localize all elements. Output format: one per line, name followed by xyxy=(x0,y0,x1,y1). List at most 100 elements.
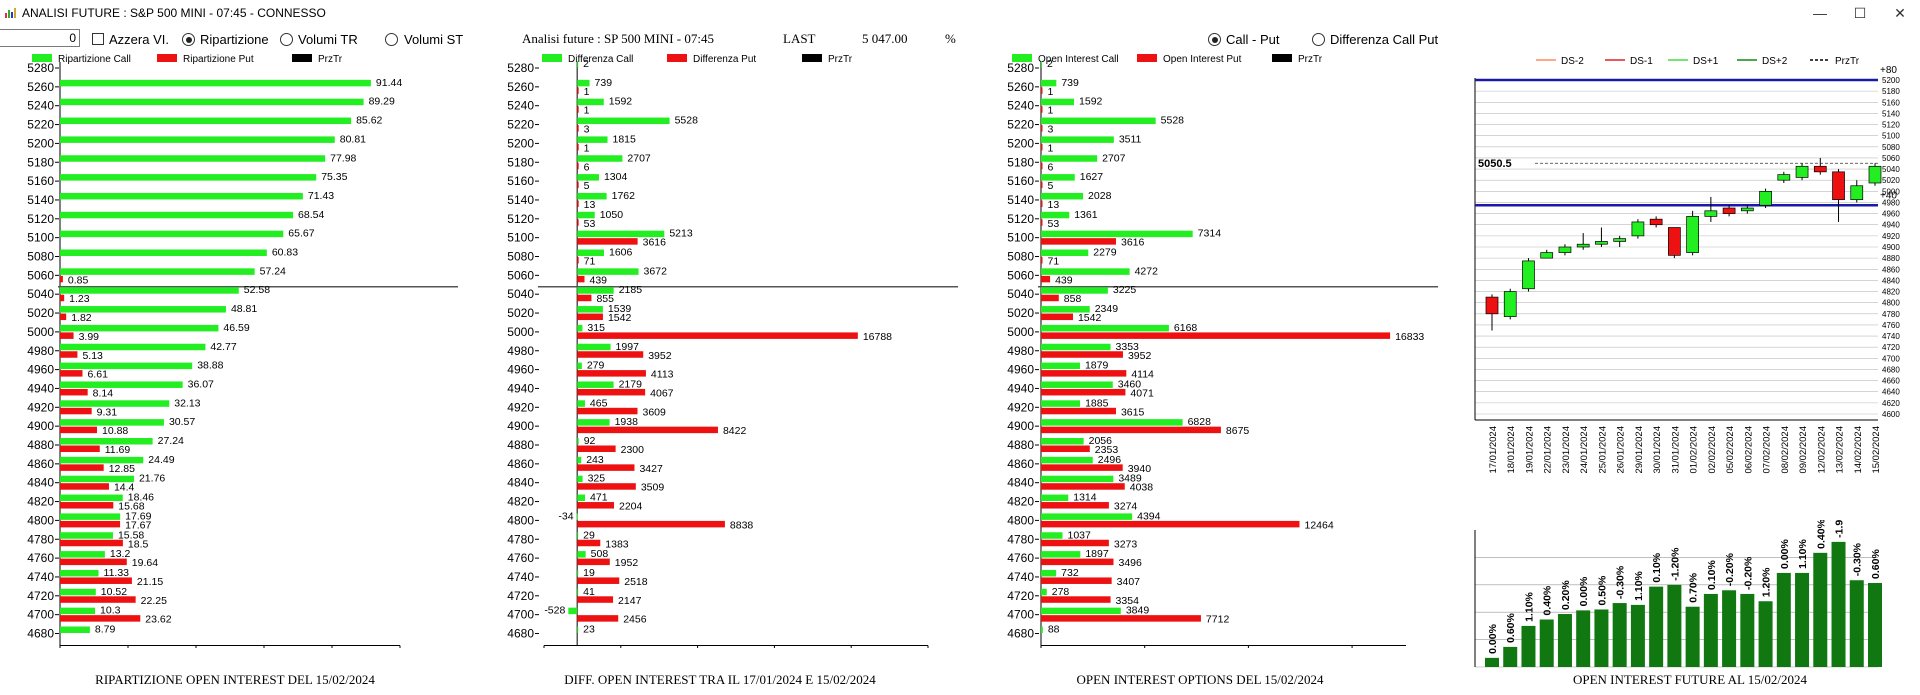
radio-volumi-st[interactable] xyxy=(385,33,398,46)
put-value-label: 3616 xyxy=(643,237,667,249)
put-value-label: 8675 xyxy=(1226,425,1250,437)
call-bar xyxy=(577,155,623,162)
reset-checkbox[interactable] xyxy=(92,33,104,45)
call-bar xyxy=(1041,513,1133,520)
legend-label: PrzTr xyxy=(1835,56,1860,67)
strike-label: 5140 xyxy=(1007,193,1034,207)
call-bar xyxy=(577,381,614,388)
counter-input[interactable] xyxy=(0,29,80,47)
radio-differenza[interactable] xyxy=(1312,33,1325,46)
strike-label: 5040 xyxy=(1007,287,1034,301)
put-value-label: 2147 xyxy=(618,595,642,607)
call-bar xyxy=(60,532,113,539)
put-bar xyxy=(1041,370,1127,377)
call-value-label: 1879 xyxy=(1085,360,1109,372)
put-value-label: 3273 xyxy=(1114,538,1138,550)
call-value-label: 80.81 xyxy=(340,133,366,145)
radio-call-put[interactable] xyxy=(1208,33,1221,46)
y-tick-label: 5080 xyxy=(1882,143,1900,152)
put-value-label: 4067 xyxy=(650,387,674,399)
legend-label: PrzTr xyxy=(828,54,853,65)
minimize-button[interactable]: — xyxy=(1813,5,1827,21)
radio-volumi-tr[interactable] xyxy=(280,33,293,46)
call-bar xyxy=(1041,306,1090,313)
put-value-label: 855 xyxy=(596,293,614,305)
put-bar xyxy=(1041,162,1043,170)
call-value-label: 471 xyxy=(590,492,608,504)
strike-label: 4880 xyxy=(1007,438,1034,452)
strike-label: 4980 xyxy=(507,344,534,358)
put-bar xyxy=(60,520,121,528)
percent-label: % xyxy=(945,31,956,46)
y-tick-label: 5020 xyxy=(1882,176,1900,185)
legend-swatch xyxy=(157,54,177,62)
call-bar xyxy=(60,381,183,388)
call-value-label: 71.43 xyxy=(308,190,334,202)
y-tick-label: 4980 xyxy=(1882,198,1900,207)
call-value-label: 2179 xyxy=(619,378,643,390)
call-bar xyxy=(577,136,608,143)
put-value-label: 2456 xyxy=(623,614,647,626)
put-value-label: 4114 xyxy=(1131,369,1154,381)
put-bar xyxy=(577,181,579,189)
call-bar xyxy=(577,419,610,426)
call-value-label: 48.81 xyxy=(231,303,257,315)
strike-label: 5280 xyxy=(507,61,534,75)
legend-swatch xyxy=(32,54,52,62)
put-value-label: 3940 xyxy=(1128,463,1152,475)
y-tick-label: 5180 xyxy=(1882,87,1900,96)
candle-up xyxy=(1795,165,1809,178)
call-bar xyxy=(577,400,585,407)
call-bar xyxy=(577,324,583,332)
strike-label: 5280 xyxy=(1007,61,1034,75)
put-value-label: 4038 xyxy=(1130,482,1154,494)
put-bar xyxy=(577,106,579,113)
call-bar xyxy=(577,249,605,256)
strike-label: 4820 xyxy=(1007,495,1034,509)
put-value-label: 3427 xyxy=(639,463,663,475)
put-bar xyxy=(60,445,100,452)
date-label: 07/02/2024 xyxy=(1762,426,1773,474)
put-bar xyxy=(577,351,644,358)
call-bar xyxy=(577,117,670,125)
legend-swatch xyxy=(667,54,687,62)
put-value-label: 9.31 xyxy=(97,406,118,418)
legend-label: Open Interest Put xyxy=(1163,54,1242,65)
put-bar xyxy=(577,388,646,396)
call-value-label: 3849 xyxy=(1126,605,1150,617)
candle-up xyxy=(1576,243,1590,248)
strike-label: 5220 xyxy=(507,118,534,132)
call-bar xyxy=(1041,551,1081,558)
call-value-label: 279 xyxy=(587,360,605,372)
put-bar xyxy=(577,219,579,226)
call-value-label: 89.29 xyxy=(369,96,395,108)
y-tick-label: 4800 xyxy=(1882,299,1900,308)
put-value-label: 15.68 xyxy=(118,501,144,513)
put-bar xyxy=(577,143,579,151)
put-bar xyxy=(60,388,88,396)
put-value-label: 14.4 xyxy=(114,482,135,494)
strike-label: 4720 xyxy=(1007,589,1034,603)
call-value-label: 42.77 xyxy=(210,341,236,353)
future-oi-bar xyxy=(1868,582,1882,667)
legend-label: PrzTr xyxy=(318,54,343,65)
maximize-button[interactable]: ☐ xyxy=(1853,5,1867,21)
call-value-label: 11.33 xyxy=(104,567,130,579)
price-level-label: 5050.5 xyxy=(1478,158,1512,170)
radio-ripartizione[interactable] xyxy=(182,33,195,46)
call-value-label: 243 xyxy=(586,454,604,466)
call-value-label: 3511 xyxy=(1119,133,1142,145)
strike-label: 5160 xyxy=(1007,174,1034,188)
put-value-label: 6 xyxy=(584,161,590,173)
close-button[interactable]: ✕ xyxy=(1894,5,1906,21)
put-value-label: 12464 xyxy=(1304,519,1333,531)
call-bar xyxy=(1041,192,1084,200)
call-value-label: 38.88 xyxy=(197,360,223,372)
call-value-label: 10.52 xyxy=(101,586,127,598)
future-oi-bar xyxy=(1576,610,1591,667)
call-value-label: 65.67 xyxy=(288,228,314,240)
put-value-label: 1 xyxy=(1048,142,1054,154)
call-value-label: 85.62 xyxy=(356,115,382,127)
call-bar xyxy=(60,456,144,464)
